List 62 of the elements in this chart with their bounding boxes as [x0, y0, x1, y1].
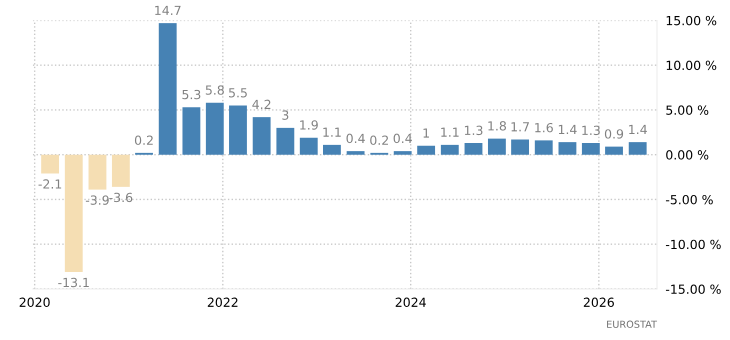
- bar: [417, 146, 436, 155]
- bar: [558, 142, 576, 155]
- bar: [276, 128, 294, 155]
- y-tick-label: -5.00 %: [666, 194, 713, 204]
- data-label: 3: [282, 110, 288, 120]
- data-label: 1: [424, 128, 429, 138]
- y-tick-label: 0.00 %: [666, 150, 708, 160]
- data-label: 5.8: [206, 85, 224, 95]
- bar: [300, 138, 318, 155]
- data-label: 4.2: [252, 100, 270, 109]
- bar: [252, 117, 271, 155]
- y-tick-label: -10.00 %: [666, 240, 721, 250]
- bar: [488, 138, 506, 155]
- text: EUROSTAT: [607, 320, 658, 328]
- data-label: 1.7: [512, 122, 529, 132]
- data-label: 1.8: [488, 121, 506, 131]
- data-label: 1.3: [464, 126, 482, 136]
- bar: [346, 151, 365, 155]
- bar: [582, 143, 600, 155]
- data-label: 5.5: [229, 88, 247, 98]
- x-tick-label: 2022: [208, 298, 238, 308]
- data-label: 0.9: [604, 129, 624, 139]
- bar: [534, 140, 553, 155]
- y-tick-label: -15.00 %: [666, 284, 721, 294]
- bar: [41, 154, 60, 174]
- bar: [158, 23, 177, 155]
- bar: [206, 102, 224, 155]
- data-label: 0.4: [346, 134, 365, 144]
- x-tick-label: 2020: [20, 298, 50, 308]
- data-label: 1.3: [582, 126, 600, 136]
- data-label: 0.2: [370, 135, 388, 145]
- data-label: 1.1: [441, 128, 459, 137]
- data-label: 14.7: [155, 6, 181, 15]
- data-label: 0.4: [394, 134, 412, 144]
- bar: [628, 142, 647, 155]
- data-label: -3.6: [109, 192, 132, 202]
- data-label: 5.3: [182, 90, 200, 100]
- data-label: 1.6: [535, 122, 553, 132]
- bar: [394, 151, 412, 155]
- y-tick-label: 15.00 %: [666, 16, 716, 26]
- bar: [464, 143, 482, 155]
- data-label: -3.9: [86, 195, 109, 205]
- bar: [182, 107, 200, 155]
- bar: [88, 154, 106, 190]
- data-label: 1.9: [300, 120, 318, 130]
- bar: [440, 144, 459, 155]
- y-tick-label: 5.00 %: [666, 105, 708, 115]
- data-label: -13.1: [58, 278, 89, 288]
- bar: [511, 139, 530, 155]
- data-label: 1.4: [629, 124, 647, 134]
- bar: [322, 144, 341, 155]
- bar: [605, 146, 623, 155]
- y-tick-label: 10.00 %: [666, 60, 716, 70]
- bar: [112, 154, 130, 187]
- data-label: 1.4: [558, 124, 577, 134]
- data-label: 1.1: [323, 128, 341, 137]
- x-tick-label: 2026: [584, 298, 614, 308]
- bar: [229, 105, 247, 155]
- x-tick-label: 2024: [396, 298, 426, 308]
- data-label: 0.2: [134, 135, 153, 145]
- bar: [64, 154, 83, 272]
- data-label: -2.1: [38, 179, 62, 189]
